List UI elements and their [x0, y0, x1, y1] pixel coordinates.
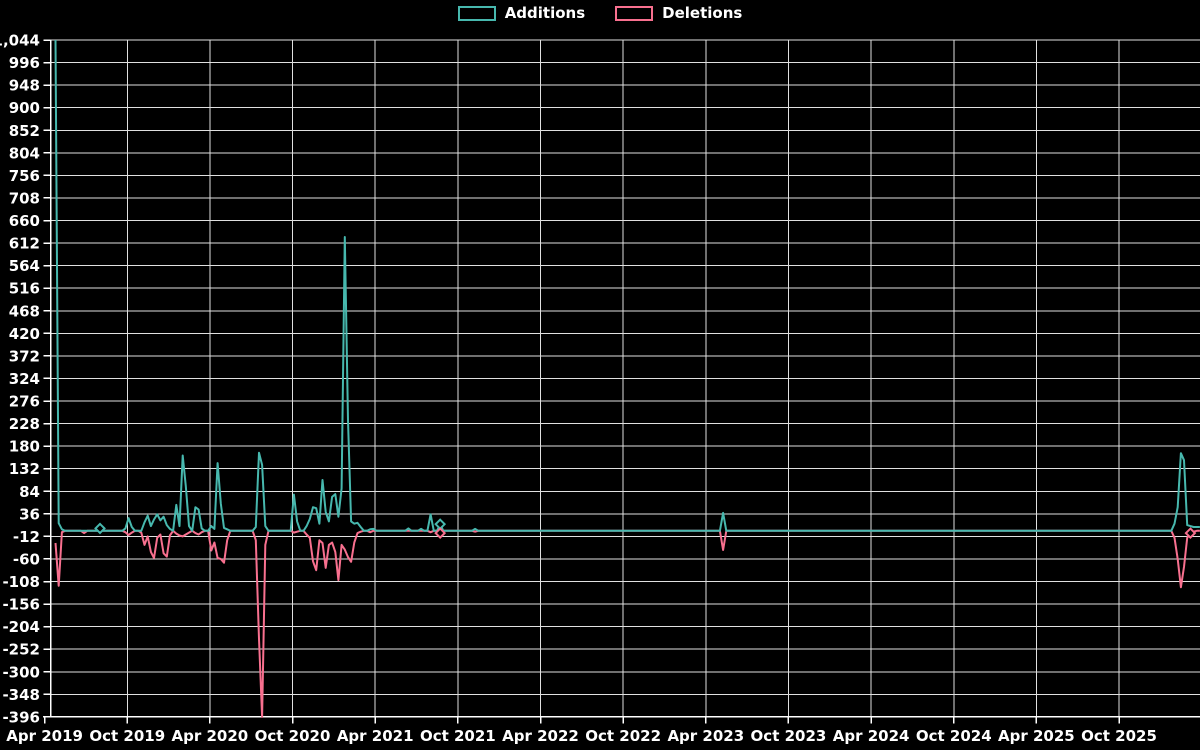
y-tick-label: -396: [2, 708, 40, 726]
x-tick-label: Oct 2020: [255, 727, 331, 745]
gridlines: [50, 39, 1200, 718]
x-tick-label: Oct 2023: [751, 727, 827, 745]
y-tick-label: 84: [19, 483, 40, 501]
x-tick-label: Apr 2025: [998, 727, 1075, 745]
y-tick-label: -252: [2, 641, 40, 659]
y-tick-label: 324: [9, 370, 40, 388]
x-tick-label: Apr 2024: [833, 727, 910, 745]
y-tick-label: 564: [9, 257, 40, 275]
x-tick-label: Apr 2019: [6, 727, 83, 745]
y-tick-label: 420: [9, 325, 40, 343]
x-tick-label: Apr 2023: [667, 727, 744, 745]
y-tick-label: 276: [9, 393, 40, 411]
legend-label-deletions: Deletions: [662, 4, 743, 22]
y-tick-label: -12: [13, 528, 40, 546]
x-tick-label: Oct 2021: [420, 727, 496, 745]
axes: [43, 39, 1200, 724]
y-tick-label: 1,044: [0, 32, 40, 50]
additions-swatch-icon: [457, 6, 496, 21]
legend-item-deletions[interactable]: Deletions: [615, 6, 742, 21]
y-tick-label: 804: [9, 144, 40, 162]
x-tick-label: Oct 2024: [916, 727, 992, 745]
y-tick-label: 852: [9, 122, 40, 140]
additions-line: [54, 39, 1200, 532]
additions-point-marker: [94, 522, 106, 535]
y-tick-label: 948: [9, 77, 40, 95]
y-tick-label: -108: [2, 573, 40, 591]
y-tick-label: -204: [2, 618, 40, 636]
chart-legend: Additions Deletions: [0, 6, 1200, 21]
point-markers: [94, 518, 1197, 540]
y-tick-label: 612: [9, 235, 40, 253]
y-tick-label: 708: [9, 189, 40, 207]
deletions-point-marker: [1184, 527, 1197, 540]
y-tick-label: 468: [9, 302, 40, 320]
x-tick-label: Oct 2025: [1081, 727, 1157, 745]
y-tick-label: 756: [9, 167, 40, 185]
x-tick-label: Apr 2021: [337, 727, 414, 745]
y-tick-label: 660: [9, 212, 40, 230]
legend-item-additions[interactable]: Additions: [457, 4, 586, 22]
y-tick-label: -156: [2, 596, 40, 614]
x-tick-label: Apr 2022: [502, 727, 579, 745]
y-tick-label: -60: [13, 550, 40, 568]
x-tick-label: Apr 2020: [172, 727, 249, 745]
y-tick-label: -300: [2, 663, 40, 681]
y-axis-tick-labels: 1,044 996 948 900 852 804 756 708 660 612 564 516 46…: [0, 32, 40, 727]
y-tick-label: 996: [9, 54, 40, 72]
y-tick-label: 372: [9, 347, 40, 365]
deletions-point-marker: [434, 527, 447, 540]
y-tick-label: -348: [2, 686, 40, 704]
x-tick-label: Oct 2022: [585, 727, 661, 745]
legend-label-additions: Additions: [504, 4, 586, 22]
y-tick-label: 36: [19, 505, 40, 523]
y-tick-label: 228: [9, 415, 40, 433]
y-tick-label: 132: [9, 460, 40, 478]
x-axis-tick-labels: Apr 2019 Oct 2019 Apr 2020 Oct 2020 Apr 2021…: [6, 727, 1157, 745]
y-tick-label: 180: [9, 438, 40, 456]
y-tick-label: 900: [9, 99, 40, 117]
x-tick-label: Oct 2019: [89, 727, 165, 745]
y-tick-label: 516: [9, 280, 40, 298]
deletions-swatch-icon: [615, 6, 654, 21]
